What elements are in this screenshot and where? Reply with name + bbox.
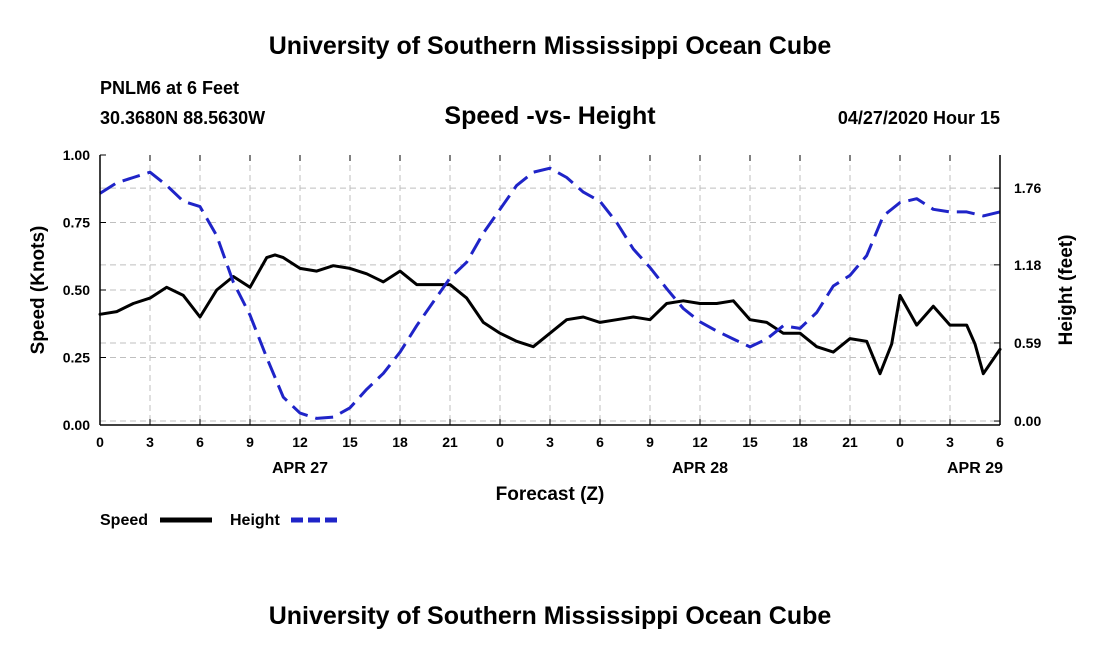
y2-tick-label: 1.76: [1014, 180, 1041, 196]
y-tick-label: 0.75: [63, 215, 90, 231]
x-tick-label: 12: [692, 434, 708, 450]
coordinates-label: 30.3680N 88.5630W: [100, 108, 265, 128]
x-tick-label: 18: [392, 434, 408, 450]
x-tick-label: 15: [342, 434, 358, 450]
date-label: APR 27: [272, 460, 328, 477]
legend-height-label: Height: [230, 512, 280, 529]
y-tick-label: 0.25: [63, 350, 90, 366]
legend-speed-label: Speed: [100, 512, 148, 529]
x-tick-label: 18: [792, 434, 808, 450]
y-tick-label: 0.50: [63, 282, 90, 298]
axes: [99, 154, 1001, 426]
date-label: APR 28: [672, 460, 728, 477]
x-tick-label: 21: [442, 434, 458, 450]
y2-tick-label: 0.59: [1014, 335, 1041, 351]
x-axis-label: Forecast (Z): [496, 484, 605, 505]
data-series: [98, 166, 1002, 420]
x-tick-label: 9: [246, 434, 254, 450]
grid-lines: [100, 155, 1000, 425]
footer-title: University of Southern Mississippi Ocean…: [269, 602, 832, 630]
speed-series-line: [98, 253, 1002, 376]
y2-axis-label: Height (feet): [1056, 235, 1077, 346]
timestamp-label: 04/27/2020 Hour 15: [838, 108, 1000, 128]
page-title: University of Southern Mississippi Ocean…: [269, 32, 832, 60]
tick-labels: 0 3 6 9 12 15 18 21 0 3 6 9 12 15 18 21 0 3 6 APR 27 APR 28 A…: [63, 147, 1042, 477]
x-tick-label: 6: [996, 434, 1004, 450]
x-tick-label: 15: [742, 434, 758, 450]
x-tick-label: 12: [292, 434, 308, 450]
y2-tick-label: 1.18: [1014, 257, 1041, 273]
x-tick-label: 3: [546, 434, 554, 450]
height-series-line: [99, 166, 1001, 420]
y-tick-label: 1.00: [63, 147, 90, 163]
plot-title: Speed -vs- Height: [444, 102, 656, 130]
x-tick-label: 0: [896, 434, 904, 450]
x-tick-label: 6: [196, 434, 204, 450]
legend: Speed Height: [100, 512, 342, 529]
y-axis-label: Speed (Knots): [28, 226, 49, 355]
y-tick-label: 0.00: [63, 417, 90, 433]
x-tick-label: 3: [946, 434, 954, 450]
x-tick-label: 0: [96, 434, 104, 450]
x-tick-label: 21: [842, 434, 858, 450]
x-tick-label: 6: [596, 434, 604, 450]
date-label: APR 29: [947, 460, 1003, 477]
x-tick-label: 0: [496, 434, 504, 450]
x-tick-label: 3: [146, 434, 154, 450]
x-tick-label: 9: [646, 434, 654, 450]
y2-tick-label: 0.00: [1014, 413, 1041, 429]
station-label: PNLM6 at 6 Feet: [100, 78, 239, 98]
